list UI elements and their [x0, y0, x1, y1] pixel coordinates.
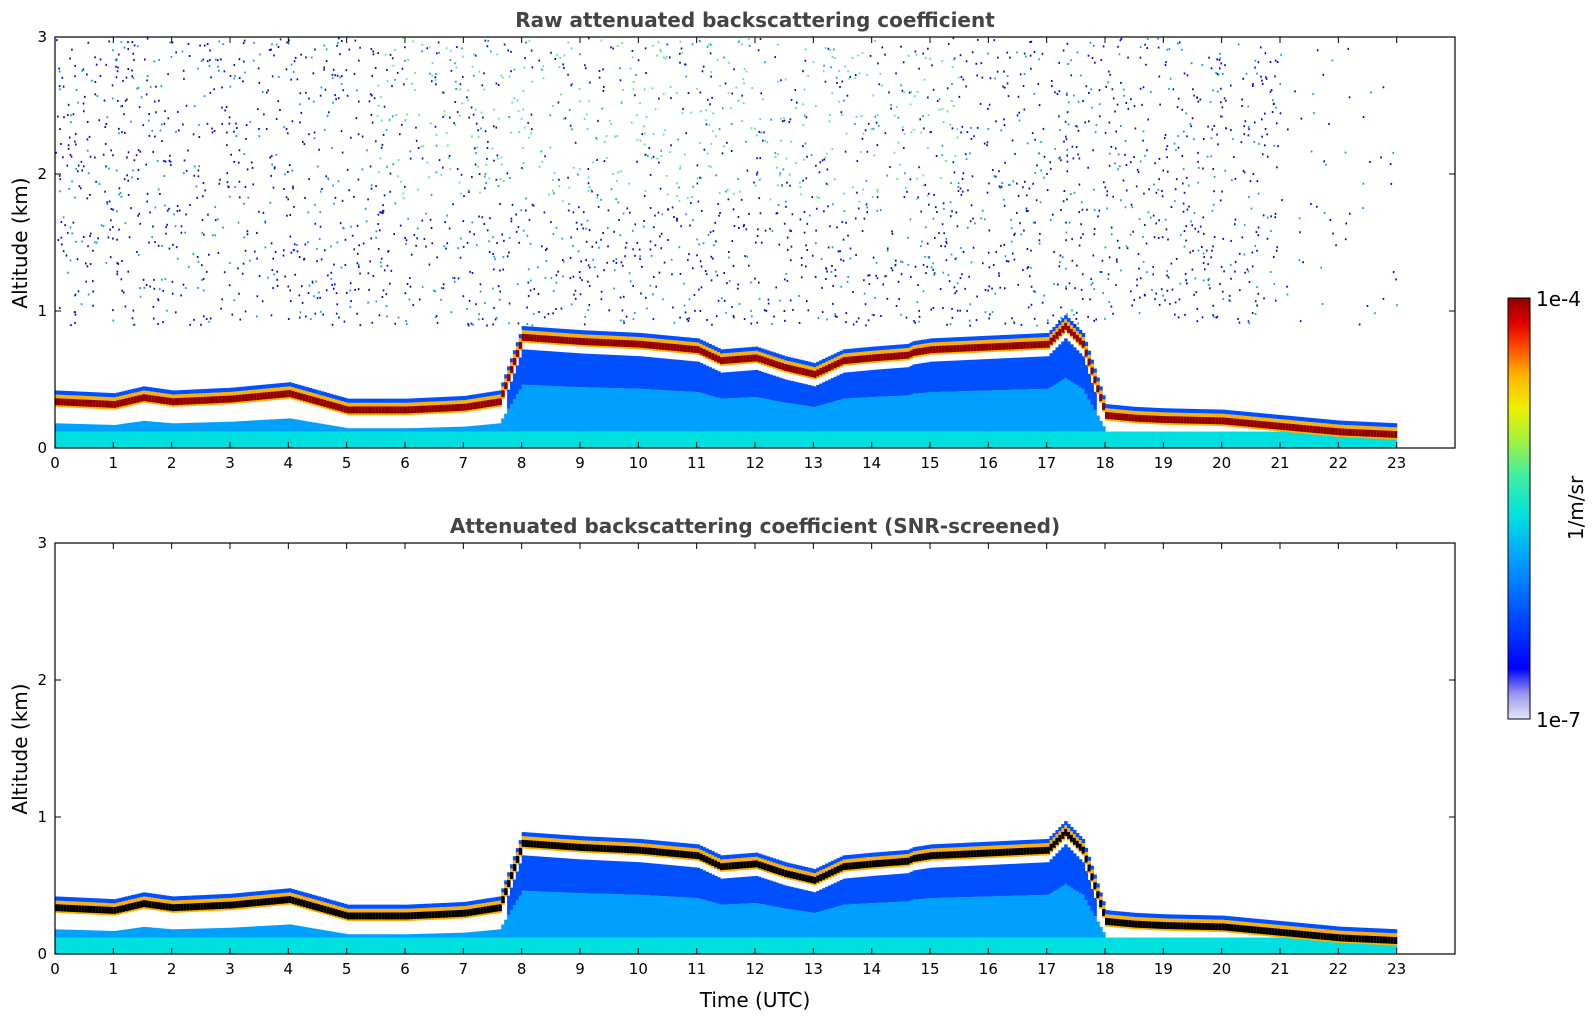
x-tick-label: 8	[517, 960, 527, 978]
heatmap-area	[55, 821, 1398, 954]
x-tick-label: 2	[167, 960, 177, 978]
x-tick-label: 11	[687, 960, 706, 978]
axes: 0 1 2 3 4 5 6 7 8 9 10 11 12 13 14 15 16 17 18 19 20 21 22 2301…	[37, 28, 1455, 472]
x-tick-label: 22	[1329, 454, 1348, 472]
colorbar-max-label: 1e-4	[1536, 287, 1581, 311]
axes: 0 1 2 3 4 5 6 7 8 9 10 11 12 13 14 15 16 17 18 19 20 21 22 2301…	[37, 534, 1455, 978]
y-tick-label: 1	[37, 302, 47, 320]
x-tick-label: 9	[575, 454, 585, 472]
x-tick-label: 13	[804, 960, 823, 978]
y-tick-label: 2	[37, 671, 47, 689]
x-tick-label: 4	[284, 960, 294, 978]
x-tick-label: 5	[342, 960, 352, 978]
x-tick-label: 1	[109, 960, 119, 978]
x-tick-label: 3	[225, 960, 235, 978]
x-tick-label: 5	[342, 454, 352, 472]
chart-title: Raw attenuated backscattering coefficien…	[515, 8, 995, 32]
y-tick-label: 1	[37, 808, 47, 826]
x-tick-label: 21	[1270, 454, 1289, 472]
x-tick-label: 15	[920, 454, 939, 472]
y-axis-label: Altitude (km)	[8, 683, 32, 814]
x-tick-label: 6	[400, 960, 410, 978]
x-tick-label: 10	[629, 960, 648, 978]
x-tick-label: 15	[920, 960, 939, 978]
y-axis-label: Altitude (km)	[8, 177, 32, 308]
x-tick-label: 23	[1387, 454, 1406, 472]
chart-title: Attenuated backscattering coefficient (S…	[450, 514, 1060, 538]
x-tick-label: 7	[459, 960, 469, 978]
x-tick-label: 12	[745, 960, 764, 978]
x-tick-label: 20	[1212, 960, 1231, 978]
x-tick-label: 4	[284, 454, 294, 472]
x-tick-label: 7	[459, 454, 469, 472]
x-tick-label: 20	[1212, 454, 1231, 472]
x-tick-label: 1	[109, 454, 119, 472]
x-tick-label: 18	[1095, 454, 1114, 472]
x-tick-label: 10	[629, 454, 648, 472]
chart-panel-screened: Attenuated backscattering coefficient (S…	[8, 514, 1456, 1012]
y-tick-label: 2	[37, 165, 47, 183]
y-tick-label: 3	[37, 534, 47, 552]
colorbar-gradient	[1507, 297, 1531, 720]
x-tick-label: 19	[1154, 454, 1173, 472]
x-tick-label: 17	[1037, 960, 1056, 978]
chart-panel-raw: Raw attenuated backscattering coefficien…	[8, 8, 1456, 472]
y-tick-label: 0	[37, 945, 47, 963]
x-tick-label: 16	[979, 454, 998, 472]
x-tick-label: 14	[862, 454, 881, 472]
x-tick-label: 16	[979, 960, 998, 978]
y-tick-label: 3	[37, 28, 47, 46]
x-tick-label: 0	[50, 960, 60, 978]
x-tick-label: 17	[1037, 454, 1056, 472]
x-tick-label: 3	[225, 454, 235, 472]
x-tick-label: 2	[167, 454, 177, 472]
x-tick-label: 21	[1270, 960, 1289, 978]
x-tick-label: 9	[575, 960, 585, 978]
x-tick-label: 22	[1329, 960, 1348, 978]
x-tick-label: 13	[804, 454, 823, 472]
x-tick-label: 19	[1154, 960, 1173, 978]
y-tick-label: 0	[37, 439, 47, 457]
x-tick-label: 14	[862, 960, 881, 978]
x-tick-label: 11	[687, 454, 706, 472]
colorbar-min-label: 1e-7	[1536, 708, 1581, 732]
x-tick-label: 0	[50, 454, 60, 472]
x-tick-label: 23	[1387, 960, 1406, 978]
x-tick-label: 18	[1095, 960, 1114, 978]
x-tick-label: 12	[745, 454, 764, 472]
colorbar-unit-label: 1/m/sr	[1564, 475, 1588, 540]
x-tick-label: 8	[517, 454, 527, 472]
heatmap-area	[55, 37, 1398, 448]
colorbar: 1e-4 1e-7 1/m/sr	[1507, 287, 1588, 732]
x-axis-label: Time (UTC)	[699, 988, 811, 1012]
x-tick-label: 6	[400, 454, 410, 472]
